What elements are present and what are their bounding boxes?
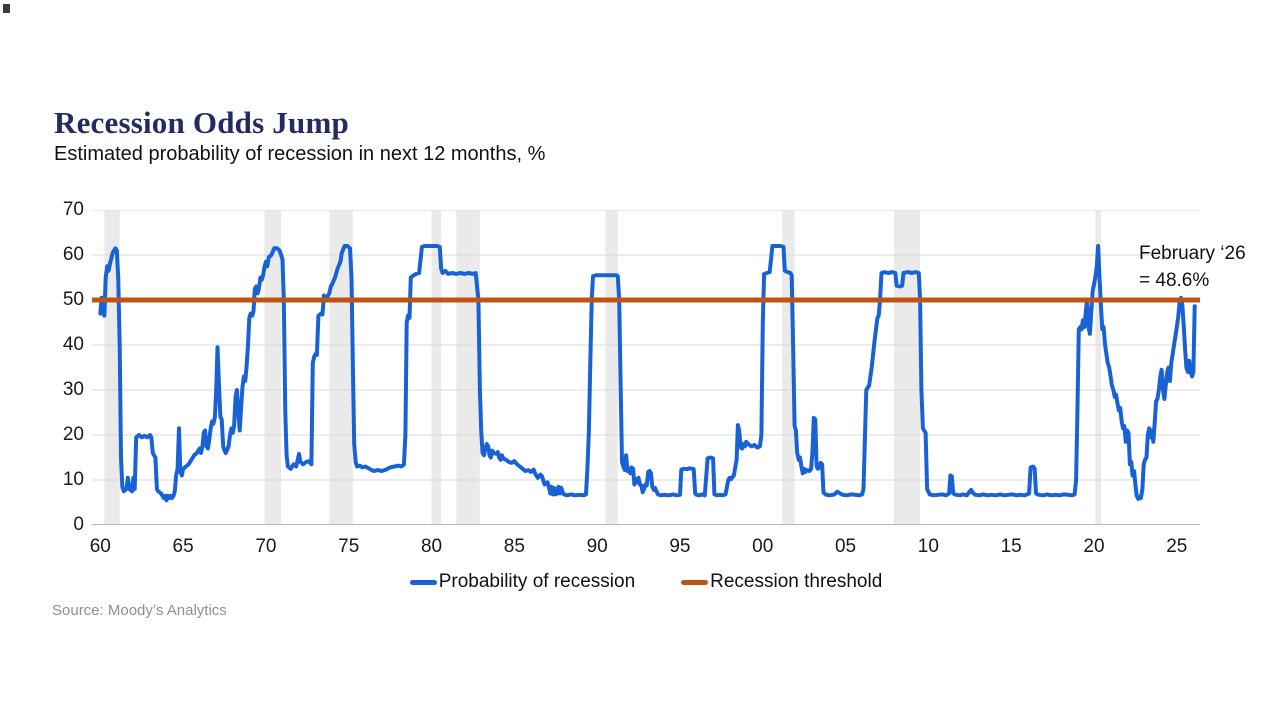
x-tick-label: 05 (834, 536, 857, 557)
x-tick-label: 85 (503, 536, 525, 557)
y-tick-label: 50 (62, 289, 84, 310)
x-tick-label: 60 (89, 536, 111, 557)
plot-area (92, 209, 1200, 526)
x-tick-label: 20 (1083, 536, 1105, 557)
recession-band (456, 210, 480, 525)
y-tick-label: 40 (62, 334, 84, 355)
recession-band (329, 210, 353, 525)
chart-subtitle: Estimated probability of recession in ne… (54, 143, 546, 165)
legend-swatch-icon (409, 579, 437, 585)
y-tick-label: 70 (62, 199, 84, 220)
x-tick-label: 00 (752, 536, 774, 557)
legend-label: Probability of recession (438, 571, 636, 592)
legend-label: Recession threshold (710, 571, 883, 592)
legend-item-threshold: Recession threshold (681, 571, 882, 593)
y-tick-label: 30 (62, 379, 84, 400)
y-tick-label: 60 (62, 244, 84, 265)
y-tick-label: 10 (62, 469, 84, 490)
recession-band (104, 210, 120, 525)
source-note: Source: Moody’s Analytics (52, 602, 227, 619)
recession-band (1095, 210, 1101, 525)
probability-line (98, 244, 1197, 503)
recession-band (893, 210, 921, 525)
latest-value-annotation: February ‘26 = 48.6% (1139, 240, 1246, 294)
annotation-line-1: February ‘26 (1139, 243, 1246, 264)
chart-legend: Probability of recession Recession thresh… (92, 571, 1200, 593)
x-tick-label: 80 (420, 536, 443, 557)
x-tick-label: 90 (586, 536, 608, 557)
legend-swatch-icon (681, 579, 709, 585)
y-tick-label: 20 (62, 424, 84, 445)
x-tick-label: 10 (917, 536, 939, 557)
recession-band (264, 210, 282, 525)
recession-band (605, 210, 618, 525)
recession-probability-chart (92, 209, 1200, 526)
recession-band (431, 210, 442, 525)
y-tick-label: 0 (73, 514, 84, 535)
x-tick-label: 65 (172, 536, 194, 557)
x-tick-label: 95 (669, 536, 691, 557)
x-tick-label: 25 (1166, 536, 1188, 557)
legend-item-probability: Probability of recession (409, 571, 636, 593)
annotation-line-2: = 48.6% (1139, 270, 1210, 291)
x-tick-label: 75 (338, 536, 360, 557)
screen-artifact (3, 4, 10, 13)
chart-title: Recession Odds Jump (54, 104, 349, 140)
x-tick-label: 70 (255, 536, 277, 557)
x-tick-label: 15 (1000, 536, 1022, 557)
